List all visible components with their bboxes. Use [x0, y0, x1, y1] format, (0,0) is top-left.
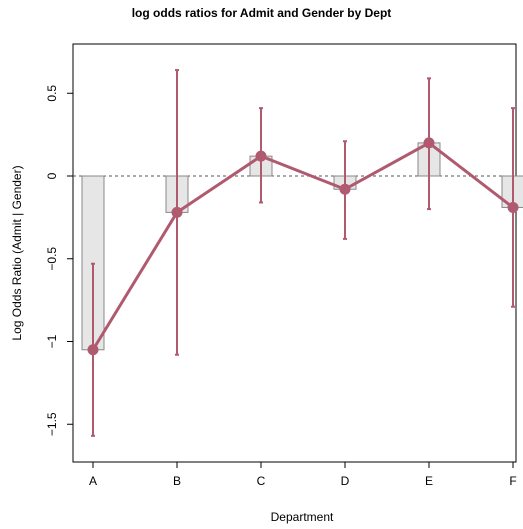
y-tick-label: −1	[45, 334, 59, 348]
x-axis-label: Department	[271, 510, 334, 524]
data-point-A	[87, 344, 99, 356]
error-bars-group	[91, 69, 515, 437]
series-line-group	[91, 141, 514, 351]
y-tick-label: −1.5	[45, 412, 59, 436]
x-tick-label: D	[341, 474, 350, 488]
data-point-C	[255, 150, 267, 162]
x-tick-label: B	[173, 474, 181, 488]
x-tick-label: E	[425, 474, 433, 488]
y-axis: −1.5 −1 −0.5 0 0.5	[45, 85, 73, 436]
chart-title: log odds ratios for Admit and Gender by …	[131, 6, 392, 20]
data-point-B	[171, 206, 183, 218]
y-tick-label: 0.5	[45, 85, 59, 102]
plot-frame	[72, 43, 517, 463]
x-tick-label: A	[89, 474, 97, 488]
y-axis-label: Log Odds Ratio (Admit | Gender)	[10, 165, 24, 340]
data-point-D	[339, 183, 351, 195]
series-line	[91, 141, 514, 351]
points-group	[87, 137, 519, 356]
y-tick-label: 0	[45, 172, 59, 179]
data-point-E	[423, 137, 435, 149]
x-tick-label: F	[509, 474, 516, 488]
data-point-F	[507, 201, 519, 213]
y-tick-label: −0.5	[45, 247, 59, 271]
x-tick-label: C	[257, 474, 266, 488]
x-axis: A B C D E F	[89, 462, 517, 488]
